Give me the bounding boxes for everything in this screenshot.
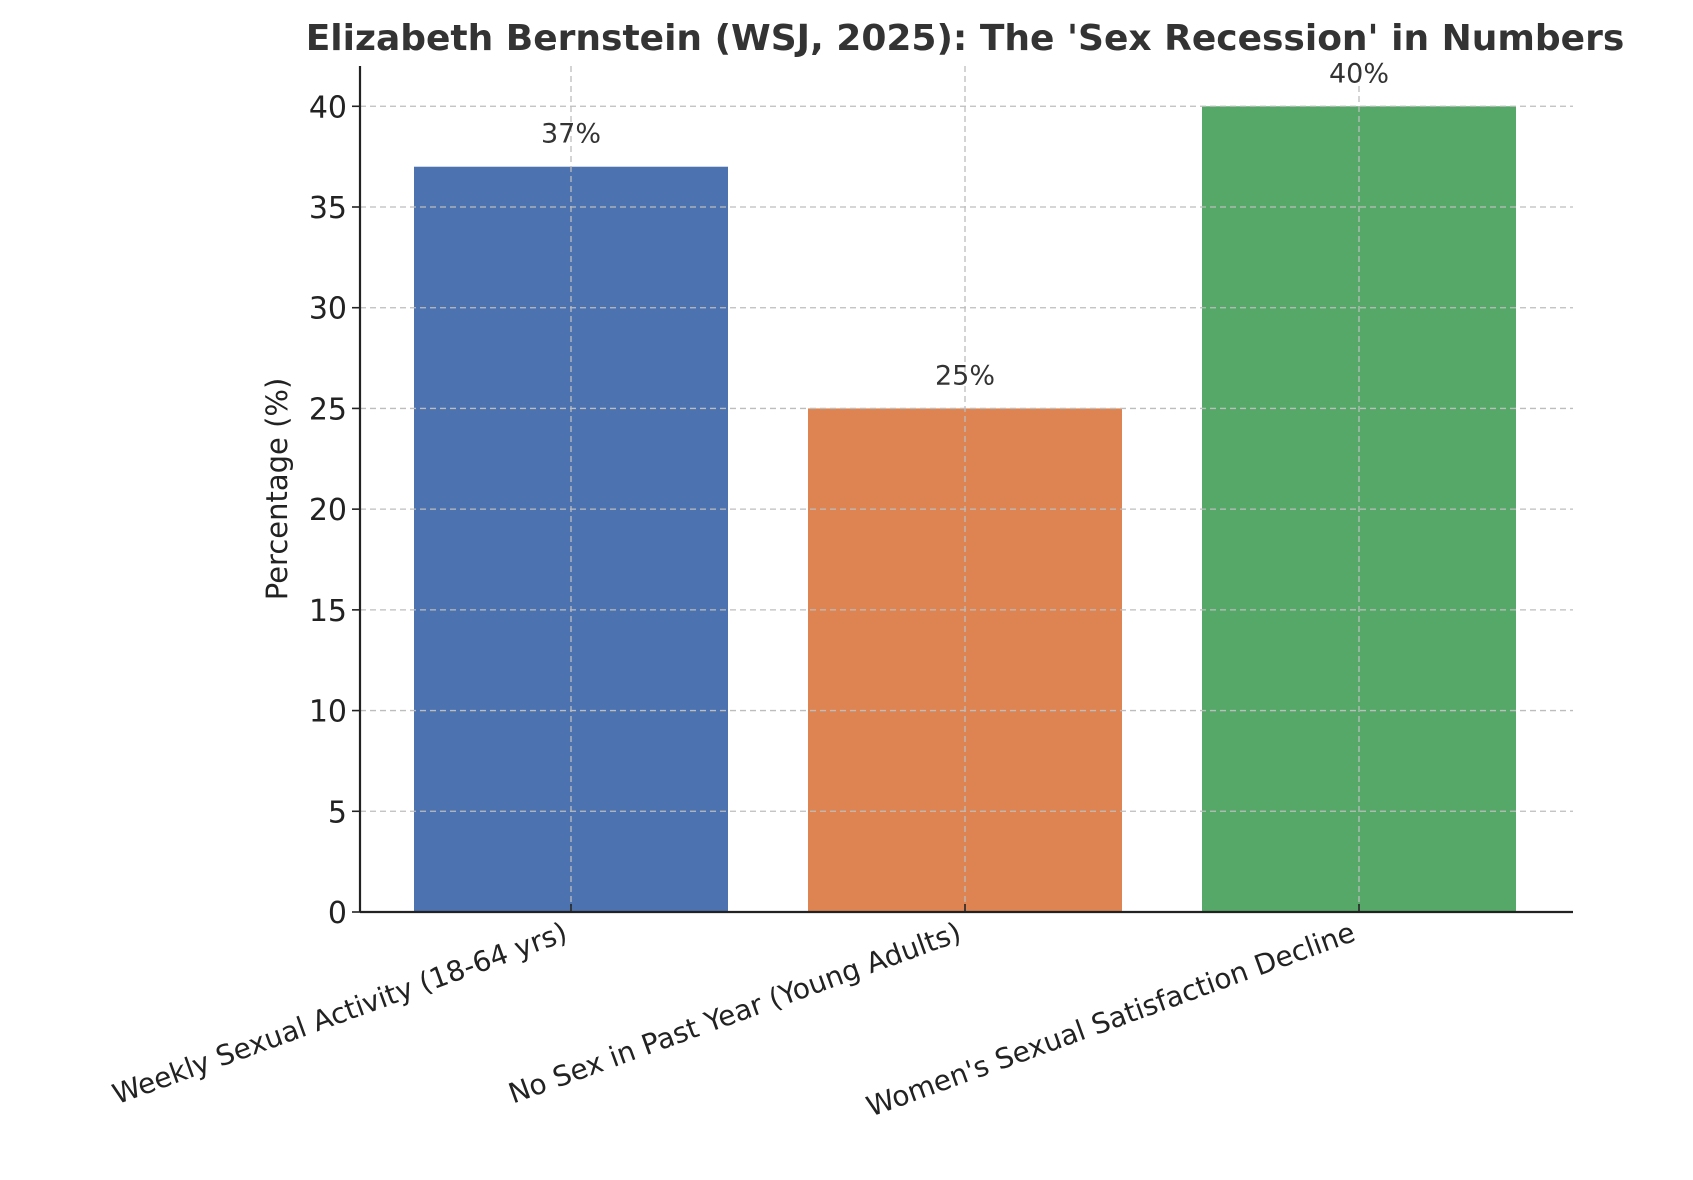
y-tick-label: 35 [309,191,347,226]
y-tick-label: 20 [309,493,347,528]
bar-value-label: 25% [935,360,995,391]
y-tick-label: 40 [309,90,347,125]
bar-value-label: 37% [541,119,601,150]
grid-lines [360,66,1573,912]
y-tick-label: 10 [309,695,347,730]
x-tick-label: Weekly Sexual Activity (18-64 yrs) [108,916,571,1112]
y-tick-label: 5 [328,795,347,830]
data-labels: 37% 25% 40% [541,58,1389,391]
y-axis-label: Percentage (%) [260,378,294,601]
chart-title: Elizabeth Bernstein (WSJ, 2025): The 'Se… [306,18,1625,59]
y-tick-label: 25 [309,392,347,427]
y-axis-ticks: 0 5 10 15 20 25 30 35 40 [309,90,360,931]
bar-value-label: 40% [1329,58,1389,89]
y-tick-label: 0 [328,896,347,931]
y-tick-label: 30 [309,292,347,327]
y-tick-label: 15 [309,594,347,629]
x-axis-ticks: Weekly Sexual Activity (18-64 yrs)No Sex… [108,904,1360,1123]
